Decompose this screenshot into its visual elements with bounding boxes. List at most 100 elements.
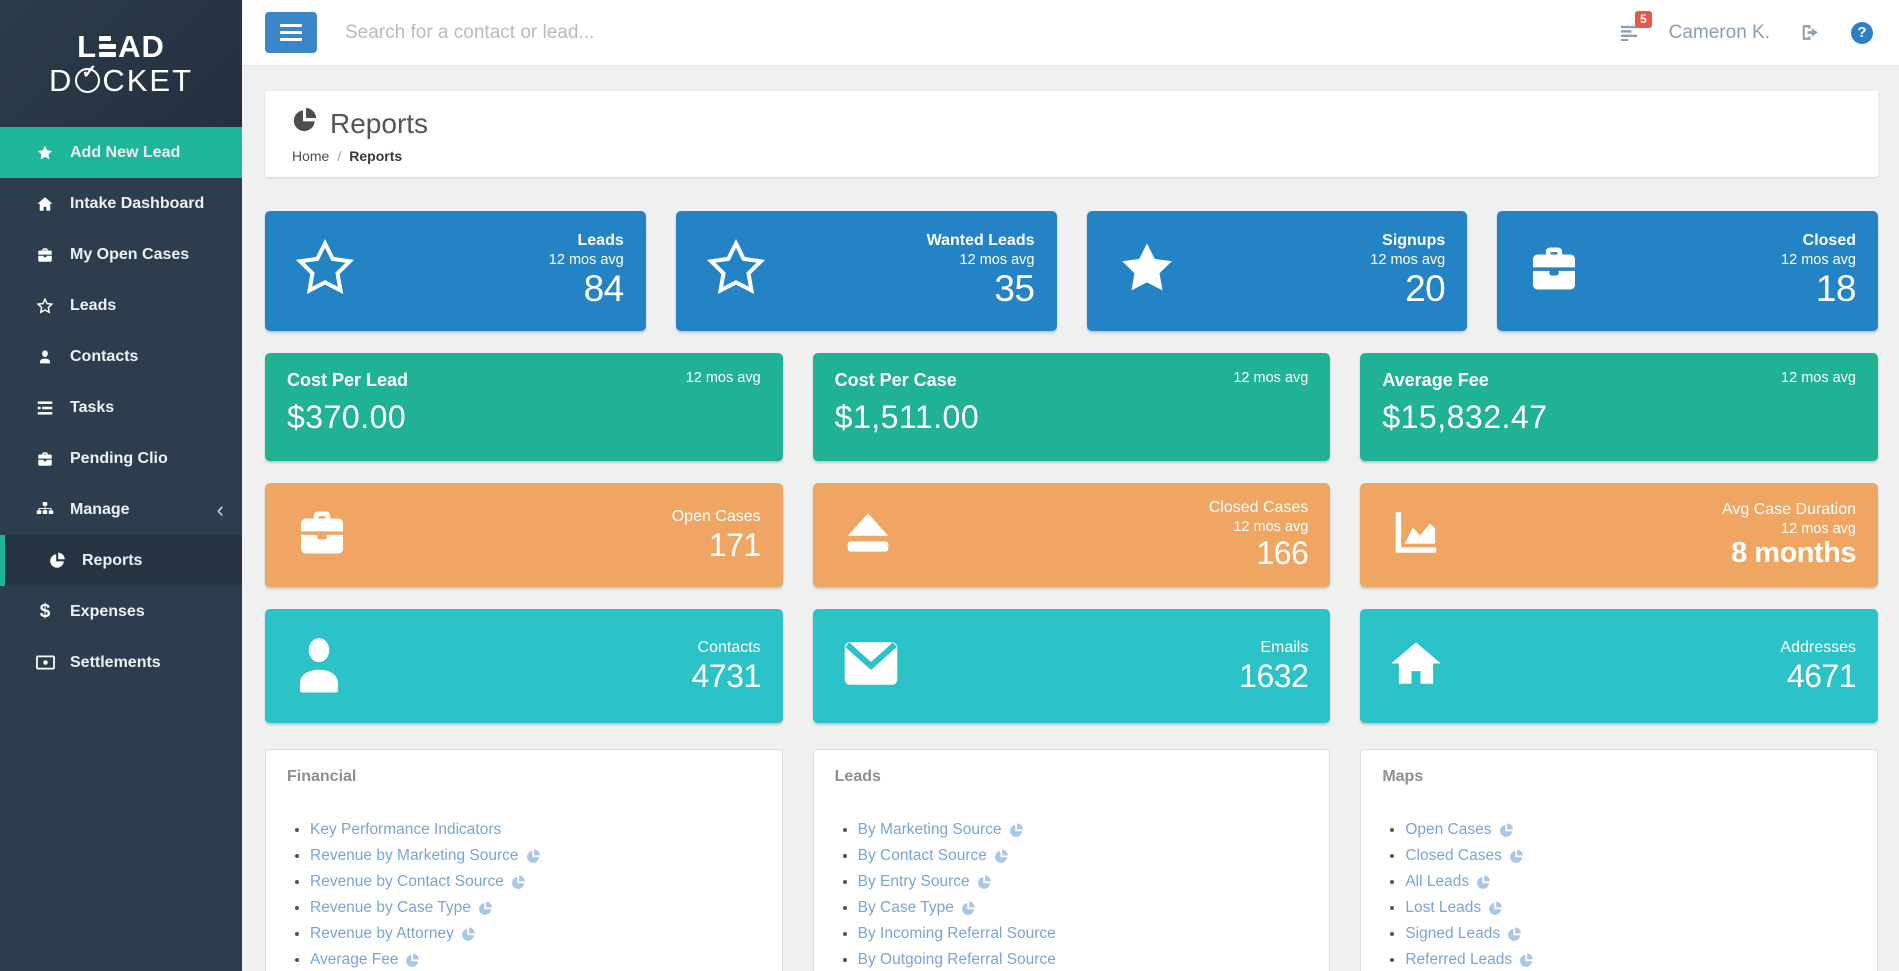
stat-card-avg-case-duration[interactable]: Avg Case Duration 12 mos avg 8 months [1360, 483, 1878, 587]
help-icon[interactable]: ? [1851, 21, 1873, 44]
stat-card-signups[interactable]: Signups 12 mos avg 20 [1086, 211, 1468, 331]
stat-card-cost-per-lead[interactable]: Cost Per Lead 12 mos avg $370.00 [265, 353, 783, 461]
report-link-label: By Contact Source [857, 847, 987, 864]
report-link-label: Lost Leads [1405, 899, 1482, 916]
stat-card-emails[interactable]: Emails 1632 [812, 609, 1331, 723]
report-link[interactable]: All Leads [1405, 873, 1491, 891]
stat-card-closed[interactable]: Closed 12 mos avg 18 [1497, 211, 1878, 331]
star-icon [1114, 237, 1180, 306]
stat-card-addresses[interactable]: Addresses 4671 [1360, 609, 1878, 723]
pie-chart-icon [45, 552, 69, 569]
report-link[interactable]: Open Cases [1405, 821, 1513, 839]
list-item: Key Performance Indicators [310, 821, 782, 839]
report-link[interactable]: By Entry Source [858, 873, 992, 891]
panel-title: Leads [834, 768, 881, 785]
stat-title: Avg Case Duration [1722, 500, 1856, 518]
list-item: By Entry Source [858, 873, 1330, 891]
topbar-right: 5 Cameron K. ? [1619, 11, 1873, 46]
sidebar-item-label: Add New Lead [70, 143, 181, 161]
pie-chart-icon [1519, 953, 1534, 968]
stat-card-wanted-leads[interactable]: Wanted Leads 12 mos avg 35 [675, 211, 1057, 331]
stat-title: Closed Cases [1208, 499, 1309, 517]
sidebar-item-label: Pending Clio [70, 449, 168, 467]
report-link-label: Key Performance Indicators [310, 821, 502, 838]
report-link-list: By Marketing Source By Contact Source [858, 821, 1330, 971]
tasks-icon [33, 400, 57, 416]
search-input[interactable] [345, 21, 1619, 44]
sitemap-icon [33, 501, 57, 518]
notification-badge: 5 [1634, 11, 1652, 29]
report-link[interactable]: Signed Leads [1405, 925, 1522, 943]
report-link[interactable]: By Outgoing Referral Source [858, 951, 1056, 969]
pie-chart-icon [526, 849, 541, 864]
sidebar-item-settlements[interactable]: Settlements [0, 637, 242, 688]
stat-card-open-cases[interactable]: Open Cases 171 [265, 483, 783, 587]
report-link[interactable]: Lost Leads [1405, 899, 1503, 917]
sidebar-item-leads[interactable]: Leads [0, 280, 242, 331]
briefcase-icon [33, 246, 57, 264]
report-link[interactable]: Average Fee [310, 951, 420, 969]
report-link-label: Revenue by Contact Source [310, 873, 504, 890]
sidebar-item-intake-dashboard[interactable]: Intake Dashboard [0, 178, 242, 229]
report-link[interactable]: By Case Type [858, 899, 976, 917]
pie-chart-icon [1499, 823, 1514, 838]
sidebar-item-manage[interactable]: Manage ‹ [0, 484, 242, 535]
sidebar-item-reports[interactable]: Reports [0, 535, 242, 586]
stat-value: 20 [1405, 268, 1446, 310]
main-area: 5 Cameron K. ? Reports Home [242, 0, 1899, 971]
pie-chart-icon [478, 901, 493, 916]
report-link[interactable]: Referred Leads [1405, 951, 1534, 969]
logo-text: AD [118, 29, 165, 64]
stat-value: 84 [583, 268, 625, 310]
pie-chart-icon [1488, 901, 1503, 916]
sidebar-item-contacts[interactable]: Contacts [0, 331, 242, 382]
stat-sublabel: 12 mos avg [1781, 520, 1856, 537]
user-icon [292, 635, 346, 698]
pie-chart-icon [461, 927, 476, 942]
breadcrumb-home-link[interactable]: Home [292, 148, 330, 164]
stat-card-cost-per-case[interactable]: Cost Per Case 12 mos avg $1,511.00 [812, 353, 1331, 461]
stat-card-contacts[interactable]: Contacts 4731 [265, 609, 783, 723]
stat-sublabel: 12 mos avg [1233, 370, 1309, 386]
sidebar-item-tasks[interactable]: Tasks [0, 382, 242, 433]
money-bill-icon [33, 655, 57, 670]
sidebar-item-label: Tasks [70, 398, 115, 416]
sidebar-item-expenses[interactable]: $ Expenses [0, 586, 242, 637]
list-item: By Marketing Source [858, 821, 1330, 839]
stat-value: 166 [1256, 535, 1309, 572]
area-chart-icon [1387, 506, 1445, 565]
stat-card-leads[interactable]: Leads 12 mos avg 84 [265, 211, 646, 331]
stat-card-average-fee[interactable]: Average Fee 12 mos avg $15,832.47 [1360, 353, 1878, 461]
report-link[interactable]: Key Performance Indicators [310, 821, 501, 839]
lead-docket-logo[interactable]: L AD D ✓ CKET [0, 0, 242, 127]
report-link-label: Revenue by Attorney [310, 925, 454, 942]
list-item: Open Cases [1405, 821, 1877, 839]
stat-value: $1,511.00 [834, 399, 980, 435]
stat-card-closed-cases[interactable]: Closed Cases 12 mos avg 166 [812, 483, 1331, 587]
menu-toggle-button[interactable] [265, 12, 317, 53]
report-link[interactable]: Revenue by Attorney [310, 925, 476, 943]
report-link[interactable]: By Marketing Source [858, 821, 1024, 839]
report-link[interactable]: By Incoming Referral Source [858, 925, 1056, 943]
sidebar-item-add-new-lead[interactable]: Add New Lead [0, 127, 242, 178]
stat-sublabel: 12 mos avg [959, 252, 1035, 269]
list-item: By Incoming Referral Source [858, 925, 1330, 943]
report-link[interactable]: By Contact Source [858, 847, 1009, 865]
stat-value: 8 months [1731, 536, 1856, 569]
stat-title: Emails [1260, 638, 1309, 656]
report-link[interactable]: Closed Cases [1405, 847, 1524, 865]
report-link-label: Signed Leads [1405, 925, 1501, 942]
report-link[interactable]: Revenue by Marketing Source [310, 847, 541, 865]
report-link[interactable]: Revenue by Case Type [310, 899, 493, 917]
pie-chart-icon [994, 849, 1009, 864]
notifications-button[interactable]: 5 [1619, 11, 1652, 46]
sidebar-item-my-open-cases[interactable]: My Open Cases [0, 229, 242, 280]
stat-row-green: Cost Per Lead 12 mos avg $370.00 Cost Pe… [265, 353, 1878, 461]
sidebar-item-pending-clio[interactable]: Pending Clio [0, 433, 242, 484]
user-menu[interactable]: Cameron K. [1668, 21, 1770, 43]
report-link-list: Open Cases Closed Cases [1405, 821, 1877, 969]
sign-out-icon[interactable] [1800, 23, 1821, 42]
pie-chart-icon [1009, 823, 1024, 838]
report-link[interactable]: Revenue by Contact Source [310, 873, 526, 891]
dollar-icon: $ [39, 600, 51, 622]
